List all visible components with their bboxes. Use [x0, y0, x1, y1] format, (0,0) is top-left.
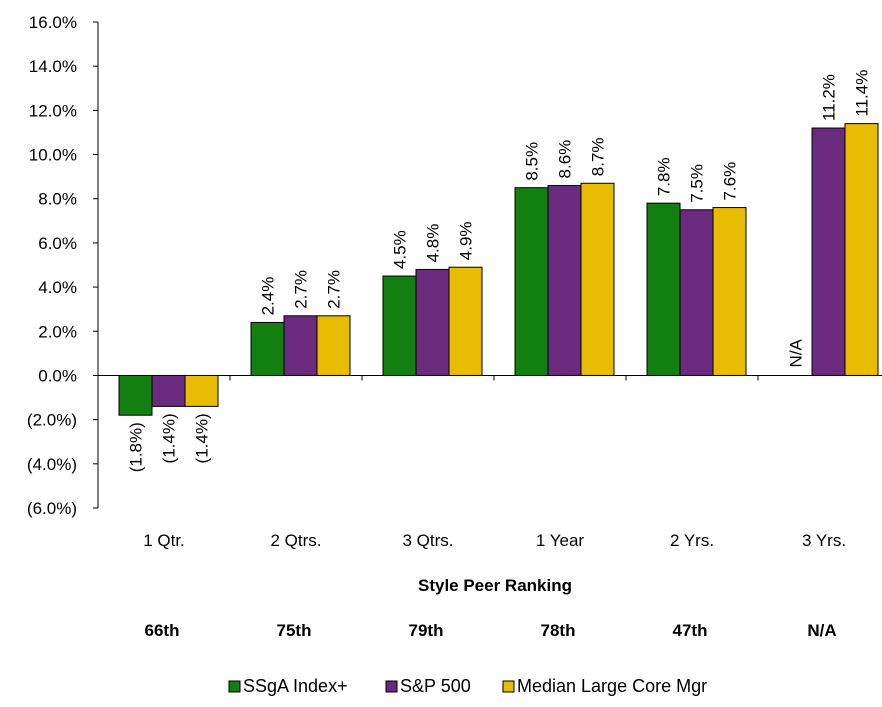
data-labels: (1.8%) 2.4% 4.5% 8.5% 7.8% N/A (1.4%) 2.7% 4.8% 8…: [127, 70, 872, 473]
y-tick-label: 2.0%: [38, 322, 77, 341]
bar: [811, 127, 846, 376]
data-label: 4.9%: [457, 221, 476, 260]
bar: [415, 268, 450, 376]
y-tick-label: (4.0%): [27, 455, 77, 474]
x-tick-label: 2 Qtrs.: [270, 531, 321, 550]
bar: [646, 202, 681, 376]
x-tick-label: 2 Yrs.: [670, 531, 714, 550]
y-tick-label: 10.0%: [29, 146, 77, 165]
legend-swatch: [228, 680, 241, 693]
legend: SSgA Index+ S&P 500 Median Large Core Mgr: [228, 676, 707, 696]
peer-rank-value: 47th: [673, 621, 708, 640]
bar: [184, 374, 219, 407]
y-tick-label: 14.0%: [29, 57, 77, 76]
data-label: 2.7%: [325, 270, 344, 309]
bar: [514, 187, 549, 376]
y-tick-label: 12.0%: [29, 101, 77, 120]
data-label: N/A: [787, 338, 806, 367]
axes: 16.0% 14.0% 12.0% 10.0% 8.0% 6.0% 4.0% 2.0% 0.0%…: [27, 13, 882, 518]
x-tick-label: 1 Year: [536, 531, 585, 550]
peer-rank-value: 79th: [409, 621, 444, 640]
bar: [250, 321, 285, 376]
data-label: 4.8%: [424, 224, 443, 263]
x-tick-label: 1 Qtr.: [143, 531, 185, 550]
data-label: 11.2%: [820, 74, 839, 121]
peer-ranks: 66th 75th 79th 78th 47th N/A: [145, 621, 837, 640]
peer-ranking-title: Style Peer Ranking: [418, 576, 572, 595]
data-label: (1.4%): [160, 413, 179, 463]
y-tick-label: 16.0%: [29, 13, 77, 32]
data-label: 8.5%: [523, 142, 542, 181]
peer-rank-value: 78th: [541, 621, 576, 640]
bar: [448, 266, 483, 376]
bar: [580, 182, 615, 376]
bars: [118, 123, 879, 416]
bar: [316, 315, 351, 376]
y-tick-label: (6.0%): [27, 499, 77, 518]
data-label: (1.4%): [193, 413, 212, 463]
bar: [679, 209, 714, 376]
bar: [844, 123, 879, 376]
x-tick-labels: 1 Qtr. 2 Qtrs. 3 Qtrs. 1 Year 2 Yrs. 3 Yrs.: [143, 531, 846, 550]
data-label: 7.8%: [655, 157, 674, 196]
legend-label: S&P 500: [400, 676, 471, 696]
bar: [283, 315, 318, 376]
data-label: 7.5%: [688, 164, 707, 203]
data-label: 8.7%: [589, 138, 608, 177]
data-label: 4.5%: [391, 230, 410, 269]
y-tick-label: 8.0%: [38, 190, 77, 209]
legend-swatch: [385, 680, 398, 693]
bar: [151, 374, 186, 407]
data-label: 8.6%: [556, 140, 575, 179]
legend-swatch: [502, 680, 515, 693]
data-label: 2.4%: [259, 277, 278, 316]
bar: [118, 374, 153, 416]
legend-label: Median Large Core Mgr: [517, 676, 707, 696]
legend-label: SSgA Index+: [243, 676, 348, 696]
y-tick-label: 4.0%: [38, 278, 77, 297]
y-tick-label: (2.0%): [27, 411, 77, 430]
data-label: 7.6%: [721, 162, 740, 201]
y-tick-label: 0.0%: [38, 366, 77, 385]
peer-rank-value: N/A: [807, 621, 836, 640]
peer-rank-value: 66th: [145, 621, 180, 640]
peer-rank-value: 75th: [277, 621, 312, 640]
bar: [382, 275, 417, 376]
x-tick-label: 3 Yrs.: [802, 531, 846, 550]
data-label: 2.7%: [292, 270, 311, 309]
x-tick-label: 3 Qtrs.: [402, 531, 453, 550]
data-label: 11.4%: [853, 70, 872, 117]
y-tick-label: 6.0%: [38, 234, 77, 253]
bar: [712, 207, 747, 376]
bar: [547, 184, 582, 376]
data-label: (1.8%): [127, 422, 146, 472]
